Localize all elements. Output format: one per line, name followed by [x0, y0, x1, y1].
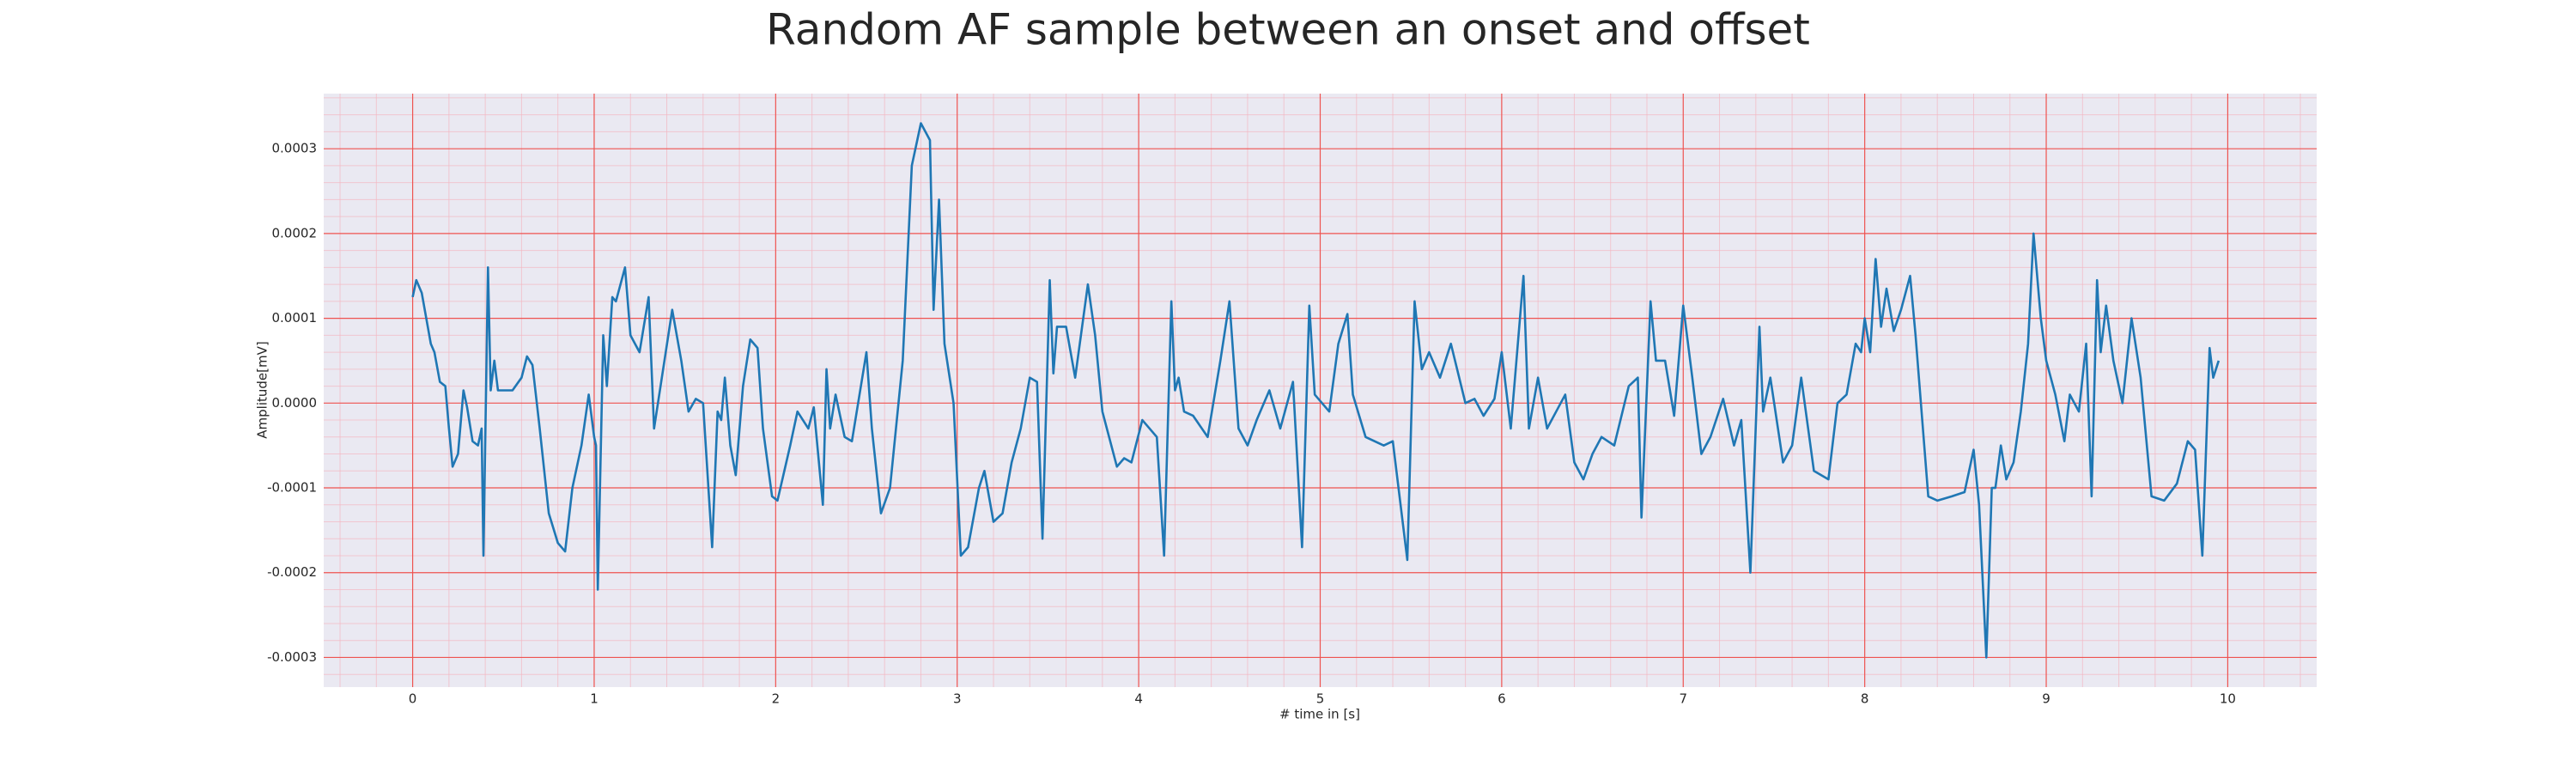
x-tick-label: 2 [772, 691, 781, 707]
y-tick-label: -0.0002 [267, 564, 317, 580]
y-tick-label: 0.0002 [272, 225, 318, 240]
x-tick-label: 7 [1679, 691, 1687, 707]
y-tick-label: 0.0003 [272, 141, 318, 156]
x-tick-label: 1 [590, 691, 598, 707]
x-tick-label: 6 [1498, 691, 1506, 707]
x-axis-label: # time in [s] [1279, 707, 1360, 722]
x-tick-label: 5 [1316, 691, 1325, 707]
y-tick-label: 0.0001 [272, 310, 318, 326]
x-tick-label: 10 [2220, 691, 2236, 707]
x-tick-label: 4 [1134, 691, 1143, 707]
y-tick-label: -0.0003 [267, 649, 317, 665]
x-tick-label: 9 [2042, 691, 2050, 707]
chart-title: Random AF sample between an onset and of… [766, 5, 1810, 55]
grid [324, 94, 2317, 687]
x-tick-label: 0 [409, 691, 417, 707]
y-tick-label: -0.0001 [267, 480, 317, 496]
y-tick-label: 0.0000 [272, 395, 318, 411]
x-tick-label: 8 [1861, 691, 1869, 707]
signal-line [411, 122, 2221, 659]
x-tick-label: 3 [953, 691, 962, 707]
y-axis-label: Amplitude[mV] [255, 341, 270, 438]
